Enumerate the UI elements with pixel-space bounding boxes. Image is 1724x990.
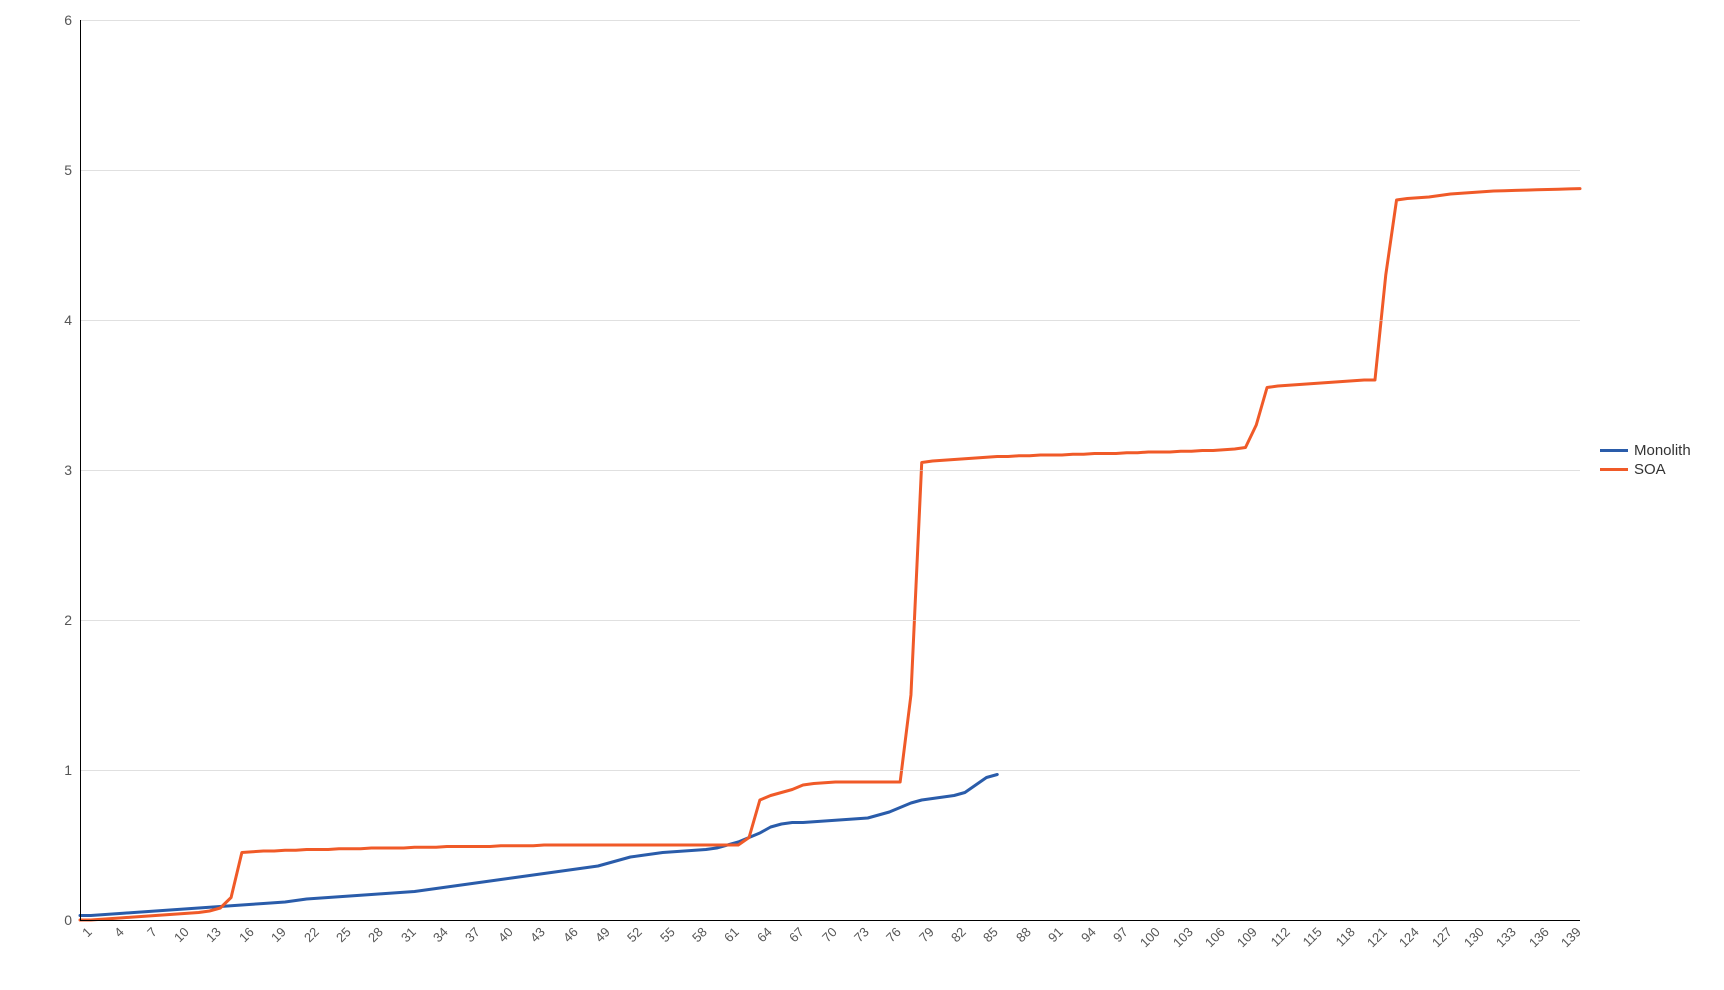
x-tick-label: 76 [879, 920, 904, 945]
x-tick-label: 13 [199, 920, 224, 945]
legend-label: Monolith [1634, 442, 1691, 459]
x-tick-label: 115 [1296, 920, 1326, 950]
legend: Monolith SOA [1600, 440, 1691, 480]
x-tick-label: 88 [1009, 920, 1034, 945]
x-tick-label: 106 [1198, 920, 1228, 950]
y-tick-label: 4 [64, 312, 80, 328]
x-tick-label: 37 [458, 920, 483, 945]
x-tick-label: 52 [620, 920, 645, 945]
chart-container: 0123456147101316192225283134374043464952… [0, 0, 1724, 990]
gridline [80, 620, 1580, 621]
x-tick-label: 91 [1041, 920, 1066, 945]
x-tick-label: 1 [75, 920, 95, 940]
x-tick-label: 139 [1554, 920, 1584, 950]
x-tick-label: 7 [140, 920, 160, 940]
x-tick-label: 133 [1489, 920, 1519, 950]
x-tick-label: 4 [107, 920, 127, 940]
x-tick-label: 73 [847, 920, 872, 945]
x-tick-label: 40 [491, 920, 516, 945]
x-tick-label: 55 [652, 920, 677, 945]
x-tick-label: 19 [264, 920, 289, 945]
x-tick-label: 61 [717, 920, 742, 945]
y-axis [80, 20, 81, 920]
y-tick-label: 1 [64, 762, 80, 778]
x-tick-label: 46 [555, 920, 580, 945]
x-tick-label: 136 [1521, 920, 1551, 950]
legend-swatch [1600, 468, 1628, 471]
x-tick-label: 64 [750, 920, 775, 945]
x-axis [80, 920, 1580, 921]
x-tick-label: 97 [1106, 920, 1131, 945]
plot-area: 0123456147101316192225283134374043464952… [80, 20, 1580, 920]
y-tick-label: 5 [64, 162, 80, 178]
x-tick-label: 31 [394, 920, 419, 945]
gridline [80, 20, 1580, 21]
legend-item: SOA [1600, 461, 1691, 478]
x-tick-label: 49 [588, 920, 613, 945]
y-tick-label: 2 [64, 612, 80, 628]
gridline [80, 470, 1580, 471]
x-tick-label: 10 [167, 920, 192, 945]
x-tick-label: 124 [1392, 920, 1422, 950]
x-tick-label: 16 [232, 920, 257, 945]
x-tick-label: 58 [685, 920, 710, 945]
legend-swatch [1600, 449, 1628, 452]
x-tick-label: 121 [1360, 920, 1390, 950]
x-tick-label: 34 [426, 920, 451, 945]
x-tick-label: 112 [1263, 920, 1293, 950]
x-tick-label: 43 [523, 920, 548, 945]
x-tick-label: 94 [1073, 920, 1098, 945]
legend-label: SOA [1634, 461, 1666, 478]
x-tick-label: 100 [1133, 920, 1163, 950]
x-tick-label: 25 [329, 920, 354, 945]
x-tick-label: 67 [782, 920, 807, 945]
x-tick-label: 109 [1230, 920, 1260, 950]
x-tick-label: 28 [361, 920, 386, 945]
gridline [80, 170, 1580, 171]
legend-item: Monolith [1600, 442, 1691, 459]
x-tick-label: 103 [1165, 920, 1195, 950]
x-tick-label: 85 [976, 920, 1001, 945]
y-tick-label: 6 [64, 12, 80, 28]
x-tick-label: 22 [296, 920, 321, 945]
x-tick-label: 130 [1457, 920, 1487, 950]
x-tick-label: 127 [1424, 920, 1454, 950]
y-tick-label: 3 [64, 462, 80, 478]
x-tick-label: 82 [944, 920, 969, 945]
x-tick-label: 79 [911, 920, 936, 945]
series-line-soa [80, 189, 1580, 920]
gridline [80, 770, 1580, 771]
x-tick-label: 118 [1328, 920, 1358, 950]
x-tick-label: 70 [814, 920, 839, 945]
gridline [80, 320, 1580, 321]
